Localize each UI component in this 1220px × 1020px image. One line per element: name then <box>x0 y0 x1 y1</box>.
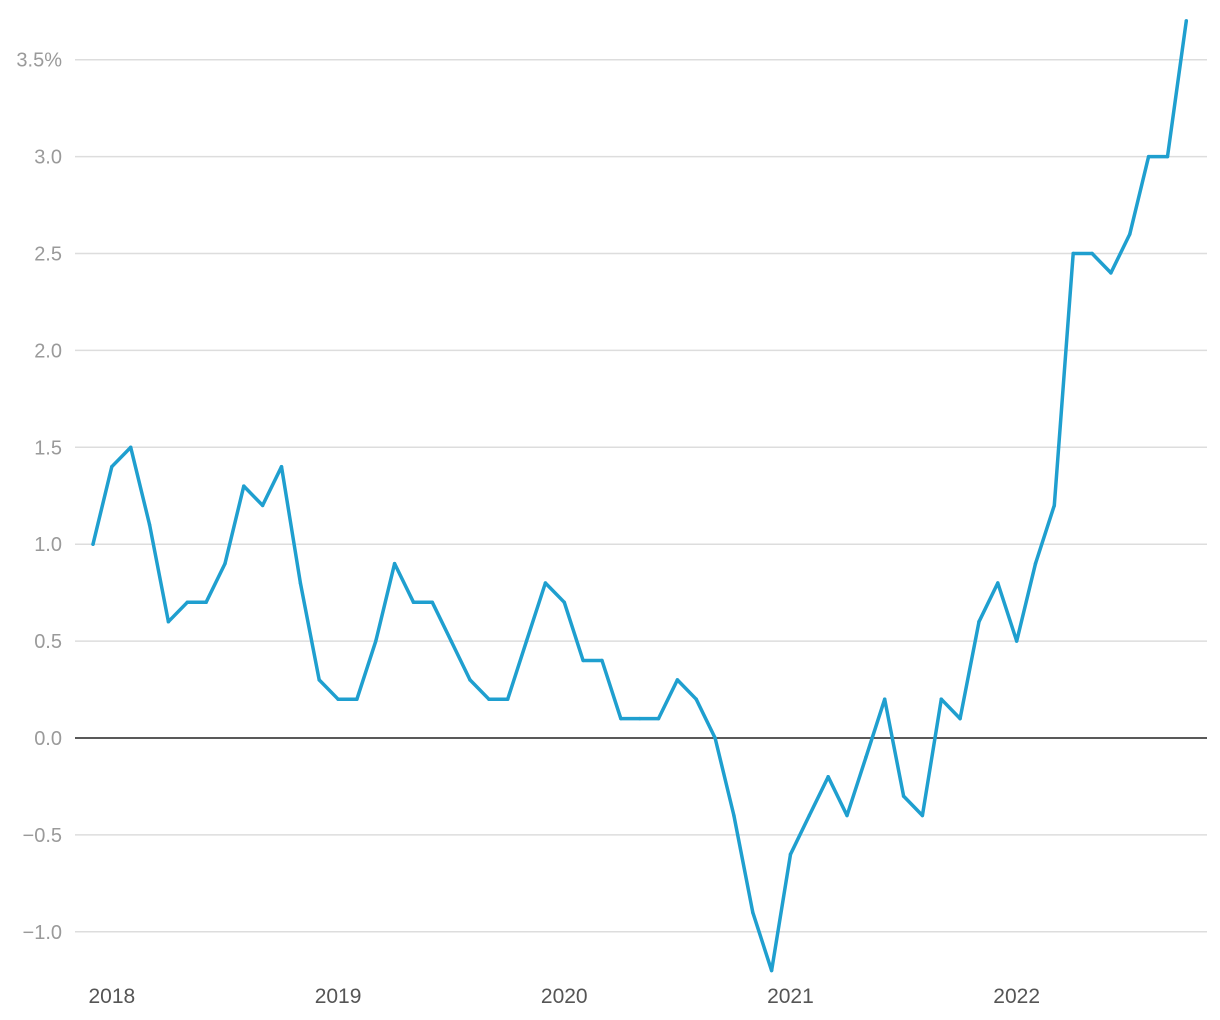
gridlines <box>75 58 1207 933</box>
data-point <box>864 755 868 760</box>
data-point <box>223 561 227 566</box>
data-point <box>430 600 434 605</box>
y-tick-label: 0.5 <box>34 631 62 653</box>
y-tick-label: −0.5 <box>23 825 62 847</box>
data-point <box>901 794 906 798</box>
x-tick-label: 2019 <box>315 985 362 1008</box>
data-point <box>411 600 416 605</box>
data-point <box>279 464 284 469</box>
data-point <box>392 561 397 566</box>
data-point <box>543 581 548 585</box>
data-point <box>939 697 943 701</box>
data-point <box>336 697 340 701</box>
data-point <box>166 620 171 624</box>
y-tick-label: 1.0 <box>34 534 62 556</box>
data-point <box>1014 639 1019 643</box>
series-group <box>91 19 1189 973</box>
data-point <box>675 678 680 682</box>
series-line-0 <box>91 19 1189 973</box>
data-point <box>468 678 472 682</box>
data-point <box>883 697 887 701</box>
data-point <box>317 678 321 682</box>
y-axis-ticks: 3.5% 3.0 2.5 2.0 1.5 1.0 0.5 0.0 −0.5 −1.0 <box>16 50 62 944</box>
data-point <box>204 600 208 605</box>
data-point <box>1109 271 1113 275</box>
data-point <box>562 600 566 605</box>
y-tick-label: 0.0 <box>34 728 62 750</box>
x-tick-label: 2018 <box>88 985 135 1008</box>
y-tick-label: 2.0 <box>34 340 62 362</box>
data-point <box>619 716 623 721</box>
data-point <box>826 775 830 779</box>
data-point <box>694 697 698 701</box>
data-point <box>374 639 378 643</box>
data-point <box>1146 154 1151 159</box>
data-point <box>91 542 95 546</box>
data-point <box>506 697 510 701</box>
data-point <box>581 658 585 663</box>
data-point <box>996 581 1000 585</box>
x-tick-label: 2021 <box>767 985 814 1008</box>
data-point <box>958 716 962 721</box>
data-point <box>260 503 265 508</box>
data-point <box>298 581 303 585</box>
data-point <box>1165 154 1170 159</box>
y-tick-label: 1.5 <box>34 437 62 459</box>
x-tick-label: 2022 <box>993 985 1040 1008</box>
data-point <box>242 484 246 488</box>
data-point <box>751 910 755 915</box>
data-point <box>807 813 811 818</box>
data-point <box>788 852 793 856</box>
data-point <box>110 464 114 469</box>
data-point <box>845 813 849 818</box>
data-point <box>1090 251 1094 256</box>
data-point <box>769 968 774 973</box>
data-point <box>1184 19 1189 23</box>
data-point <box>732 813 736 818</box>
data-point <box>920 813 925 818</box>
data-point <box>1128 232 1132 236</box>
data-point <box>185 600 189 605</box>
x-tick-label: 2020 <box>541 985 588 1008</box>
data-point <box>1071 251 1075 256</box>
data-point <box>1052 503 1057 508</box>
data-point <box>147 523 152 527</box>
data-point <box>487 697 491 701</box>
y-tick-label: 3.5% <box>16 50 62 72</box>
data-point <box>977 620 981 624</box>
data-point <box>656 716 661 721</box>
data-point <box>355 697 359 701</box>
data-point <box>637 716 642 721</box>
data-point <box>600 658 604 663</box>
y-tick-label: 2.5 <box>34 244 62 266</box>
data-point <box>524 639 529 643</box>
y-tick-label: 3.0 <box>34 147 62 169</box>
data-point <box>713 736 717 740</box>
data-point <box>1033 561 1038 566</box>
data-point <box>129 445 133 449</box>
data-point <box>449 639 453 643</box>
x-axis-ticks: 2018 2019 2020 2021 2022 <box>88 985 1040 1008</box>
y-tick-label: −1.0 <box>23 922 62 944</box>
